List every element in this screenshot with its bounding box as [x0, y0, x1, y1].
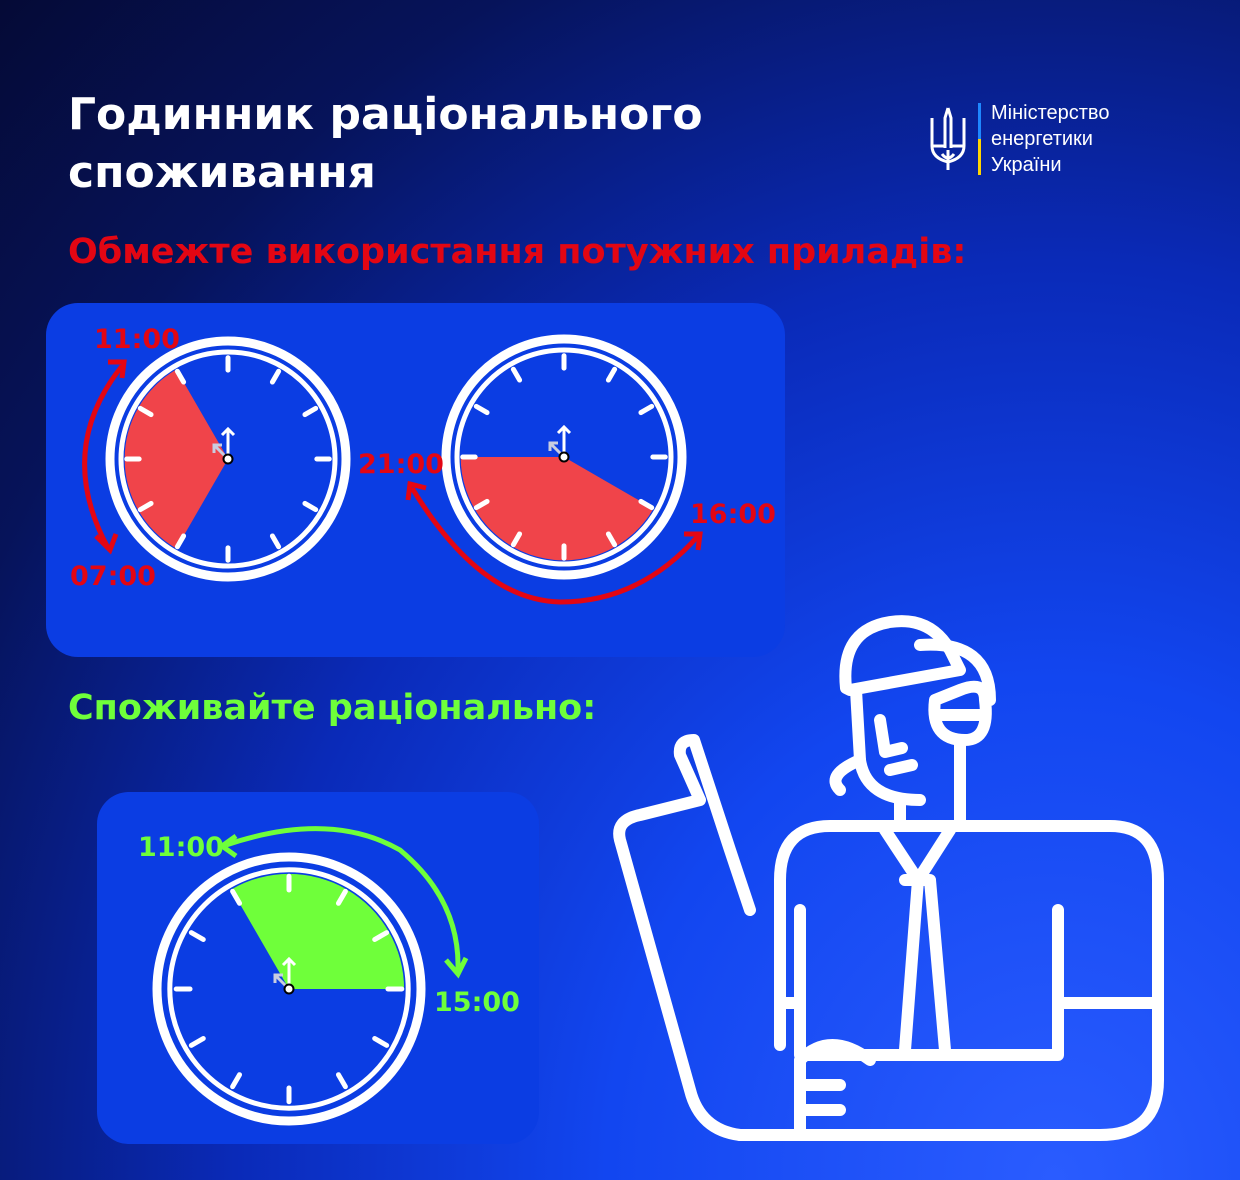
- hour-tick: [335, 1072, 348, 1090]
- hour-tick: [510, 531, 523, 548]
- clock-outer-ring: [105, 336, 351, 582]
- time-sector: [460, 457, 654, 561]
- clock-center: [283, 983, 295, 995]
- hour-tick: [269, 368, 282, 385]
- hour-tick: [188, 930, 206, 943]
- hour-tick: [335, 888, 348, 906]
- time-label: 11:00: [138, 832, 224, 863]
- arrowhead-icon: [94, 359, 127, 555]
- hour-tick: [269, 533, 282, 550]
- hour-tick: [302, 405, 319, 418]
- arc-arrow-icon: [82, 364, 124, 550]
- limit-heading: Обмежте використання потужних приладів:: [68, 232, 967, 272]
- logo-line: Міністерство: [991, 102, 1110, 124]
- clock-inner-ring: [118, 349, 338, 569]
- hour-tick: [473, 403, 490, 416]
- page-title: Годинник раціонального споживання: [68, 89, 703, 198]
- hour-tick: [302, 500, 319, 513]
- logo-line: енергетики: [991, 128, 1093, 150]
- trident-icon: [930, 107, 966, 170]
- clock-outer-ring: [441, 334, 687, 580]
- hour-tick: [174, 368, 187, 385]
- arc-arrow-icon: [225, 826, 461, 971]
- time-label: 15:00: [434, 987, 520, 1018]
- time-label: 16:00: [690, 499, 776, 530]
- arrowhead-icon: [217, 833, 469, 979]
- operator-illustration: [613, 615, 1164, 1141]
- hour-tick: [137, 405, 154, 418]
- clock-outer-ring: [152, 852, 426, 1126]
- hour-tick: [473, 498, 490, 511]
- clock-center: [222, 453, 234, 465]
- hour-tick: [188, 1035, 206, 1048]
- hour-tick: [372, 1035, 390, 1048]
- time-label: 11:00: [94, 324, 180, 355]
- time-sector: [231, 873, 405, 989]
- arrowhead-icon: [405, 480, 703, 551]
- flag-divider: [978, 103, 981, 175]
- hour-tick: [230, 888, 243, 906]
- time-label: 07:00: [70, 561, 156, 592]
- hour-tick: [137, 500, 154, 513]
- rational-heading: Споживайте раціонально:: [68, 688, 597, 728]
- hour-tick: [230, 1072, 243, 1090]
- hour-tick: [605, 366, 618, 383]
- hour-tick: [638, 403, 655, 416]
- hour-tick: [638, 498, 655, 511]
- hour-tick: [605, 531, 618, 548]
- clock-inner-ring: [454, 347, 674, 567]
- clock-center: [558, 451, 570, 463]
- arc-arrow-icon: [409, 486, 700, 605]
- hour-tick: [372, 930, 390, 943]
- hour-tick: [510, 366, 523, 383]
- logo-line: України: [991, 154, 1062, 176]
- time-label: 21:00: [358, 449, 444, 480]
- ministry-logo: Міністерство енергетики України: [928, 100, 1109, 178]
- clock-inner-ring: [167, 867, 411, 1111]
- hour-tick: [174, 533, 187, 550]
